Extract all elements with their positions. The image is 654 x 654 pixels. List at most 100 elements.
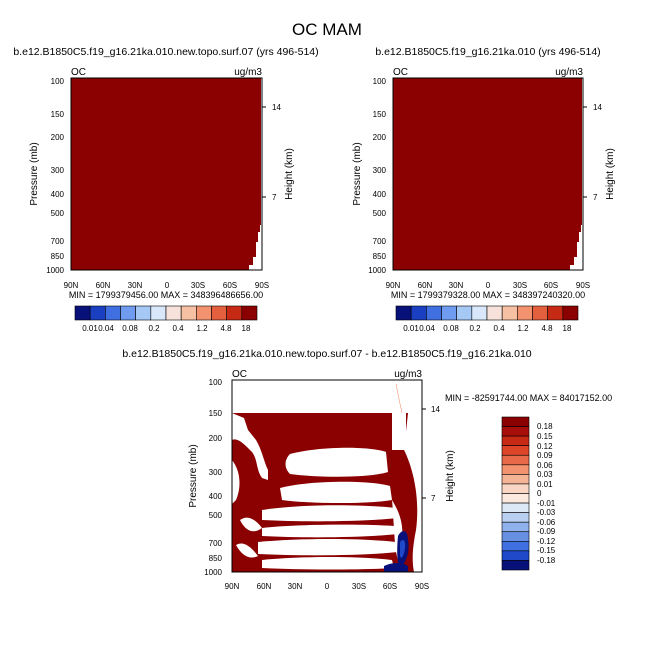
colorbar-box (501, 502, 530, 513)
x-tick-label: 90N (386, 281, 401, 290)
colorbar-label: 0.01 (403, 324, 419, 333)
colorbar-box (241, 305, 258, 321)
colorbar-label: -0.12 (537, 537, 556, 546)
panel-1: b.e12.B1850C5.f19_g16.21ka.010.new.topo.… (13, 46, 318, 333)
x-tick-label: 90S (255, 281, 269, 290)
colorbar-label: 0 (537, 489, 542, 498)
x-tick-label: 0 (486, 281, 491, 290)
y-tick-label: 850 (373, 252, 387, 261)
colorbar-box (501, 445, 530, 456)
y-tick-label: 150 (51, 110, 65, 119)
panel-2-units: ug/m3 (555, 67, 583, 78)
colorbar-box (501, 426, 530, 437)
colorbar-box (501, 550, 530, 561)
panel-2-x-ticks: 90N 60N 30N 0 30S 60S 90S (386, 281, 590, 290)
y-tick-label: 150 (373, 110, 387, 119)
x-tick-label: 90N (225, 582, 240, 591)
panel-3-title: b.e12.B1850C5.f19_g16.21ka.010.new.topo.… (122, 348, 531, 360)
panel-2: b.e12.B1850C5.f19_g16.21ka.010 (yrs 496-… (352, 46, 616, 333)
y-tick-label: 500 (373, 209, 387, 218)
x-tick-label: 60N (418, 281, 433, 290)
colorbar-box (211, 305, 227, 321)
panel-1-x-ticks: 90N 60N 30N 0 30S 60S 90S (64, 281, 269, 290)
panel-3-colorbar-boxes (501, 416, 530, 571)
colorbar-box (501, 541, 530, 552)
x-tick-label: 30S (352, 582, 366, 591)
y-tick-label: 700 (373, 237, 387, 246)
colorbar-box (471, 305, 488, 321)
colorbar-label: 0.04 (98, 324, 114, 333)
colorbar-box (501, 464, 530, 475)
panel-2-stats: MIN = 1799379328.00 MAX = 348397240320.0… (391, 290, 585, 300)
y-tick-label: 400 (209, 492, 223, 501)
panel-3-x-ticks: 90N 60N 30N 0 30S 60S 90S (225, 582, 429, 591)
colorbar-label: -0.03 (537, 508, 556, 517)
y-tick-label: 1000 (46, 266, 64, 275)
colorbar-box (226, 305, 243, 321)
colorbar-box (165, 305, 182, 321)
colorbar-box (532, 305, 548, 321)
y-tick-label: 400 (51, 190, 65, 199)
y-tick-label-right: 14 (593, 103, 602, 112)
colorbar-label: 0.15 (537, 432, 553, 441)
y-tick-label: 700 (51, 237, 65, 246)
y-tick-label: 850 (209, 554, 223, 563)
colorbar-box (501, 512, 530, 523)
colorbar-box (501, 474, 530, 485)
colorbar-label: 0.03 (537, 470, 553, 479)
colorbar-box (501, 493, 530, 504)
colorbar-box (120, 305, 136, 321)
panel-1-ylabel: Pressure (mb) (29, 142, 40, 205)
panel-3: b.e12.B1850C5.f19_g16.21ka.010.new.topo.… (122, 348, 612, 591)
colorbar-label: 0.01 (82, 324, 98, 333)
y-tick-label: 200 (373, 133, 387, 142)
x-tick-label: 90N (64, 281, 79, 290)
colorbar-label: 0.04 (419, 324, 435, 333)
colorbar-box (501, 454, 530, 466)
y-tick-label: 100 (373, 77, 387, 86)
x-tick-label: 60S (383, 582, 397, 591)
colorbar-box (395, 305, 412, 321)
colorbar-label: 0.2 (148, 324, 160, 333)
panel-3-colorbar: 0.18 0.15 0.12 0.09 0.06 0.03 0.01 0 -0.… (501, 416, 556, 571)
colorbar-box (410, 305, 427, 321)
colorbar-label: 0.4 (493, 324, 505, 333)
panel-2-plot (392, 77, 584, 271)
colorbar-label: 0.08 (122, 324, 138, 333)
x-tick-label: 60S (223, 281, 237, 290)
panel-2-colorbar-boxes (395, 305, 579, 321)
colorbar-box (517, 305, 533, 321)
panel-3-plot (231, 379, 423, 573)
x-tick-label: 0 (165, 281, 170, 290)
panel-1-colorbar: 0.01 0.04 0.08 0.2 0.4 1.2 4.8 18 (74, 305, 258, 333)
x-tick-label: 30N (449, 281, 464, 290)
colorbar-box (135, 305, 152, 321)
panel-3-stats: MIN = -82591744.00 MAX = 84017152.00 (445, 393, 612, 403)
colorbar-label: 4.8 (541, 324, 553, 333)
colorbar-label: -0.18 (537, 556, 556, 565)
colorbar-label: 4.8 (220, 324, 232, 333)
y-tick-label: 300 (209, 468, 223, 477)
colorbar-box (501, 531, 530, 542)
panel-2-title: b.e12.B1850C5.f19_g16.21ka.010 (yrs 496-… (375, 46, 600, 58)
colorbar-label: 0.18 (537, 422, 553, 431)
colorbar-box (89, 305, 106, 321)
y-tick-label: 200 (209, 434, 223, 443)
colorbar-box (501, 560, 530, 571)
colorbar-label: -0.09 (537, 527, 556, 536)
y-tick-label-right: 7 (593, 193, 598, 202)
y-tick-label-right: 7 (272, 193, 277, 202)
x-tick-label: 60N (257, 582, 272, 591)
colorbar-box (486, 305, 503, 321)
colorbar-box (562, 305, 579, 321)
colorbar-label: -0.15 (537, 546, 556, 555)
panel-1-stats: MIN = 1799379456.00 MAX = 348396486656.0… (69, 290, 263, 300)
colorbar-box (501, 521, 530, 533)
y-tick-label: 200 (51, 133, 65, 142)
colorbar-label: 0.2 (469, 324, 481, 333)
x-tick-label: 90S (415, 582, 429, 591)
y-tick-label: 850 (51, 252, 65, 261)
colorbar-label: 1.2 (517, 324, 529, 333)
panel-1-colorbar-boxes (74, 305, 258, 321)
colorbar-box (105, 305, 121, 321)
